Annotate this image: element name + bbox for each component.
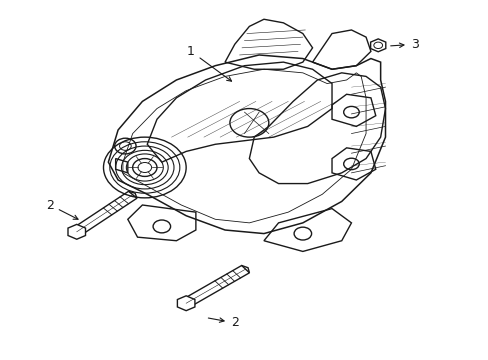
Text: 2: 2	[46, 198, 78, 219]
Circle shape	[132, 158, 157, 176]
Polygon shape	[177, 296, 195, 311]
Polygon shape	[68, 224, 85, 239]
Text: 1: 1	[187, 45, 231, 81]
Text: 2: 2	[208, 316, 238, 329]
Polygon shape	[370, 39, 385, 52]
Text: 3: 3	[390, 38, 418, 51]
